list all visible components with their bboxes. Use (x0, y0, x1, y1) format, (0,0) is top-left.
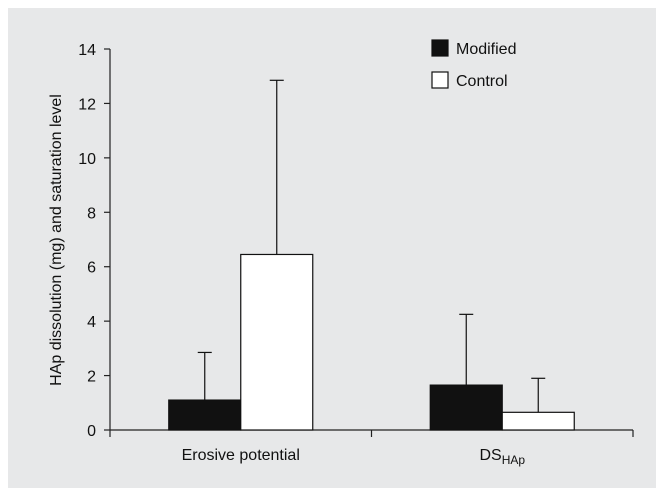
y-tick-label: 14 (78, 42, 96, 59)
legend-swatch-control (431, 71, 449, 89)
y-tick-label: 6 (87, 260, 96, 277)
y-tick-label: 0 (87, 423, 96, 440)
y-tick-label: 4 (87, 314, 96, 331)
bar-modified-1 (429, 384, 503, 431)
chart-panel (8, 8, 656, 488)
bar-modified-0 (168, 399, 242, 431)
y-tick-label: 8 (87, 205, 96, 222)
axes: 0 2 4 6 8 10 12 14 Erosive potential DSHAp (78, 42, 634, 467)
x-category-subscript: HAp (502, 453, 526, 467)
x-category-label: DSHAp (479, 447, 525, 467)
legend-label-modified: Modified (456, 41, 516, 58)
y-tick-label: 10 (78, 151, 96, 168)
x-category-label: Erosive potential (182, 447, 300, 464)
bar-control-1 (501, 411, 575, 431)
legend-label-control: Control (456, 73, 508, 90)
y-axis-title: HAp dissolution (mg) and saturation leve… (48, 94, 65, 386)
y-tick-label: 12 (78, 96, 96, 113)
y-tick-label: 2 (87, 369, 96, 386)
bars (168, 79, 575, 431)
legend-swatch-modified (431, 39, 449, 57)
legend: Modified Control (431, 39, 516, 90)
bar-control-0 (240, 253, 314, 431)
